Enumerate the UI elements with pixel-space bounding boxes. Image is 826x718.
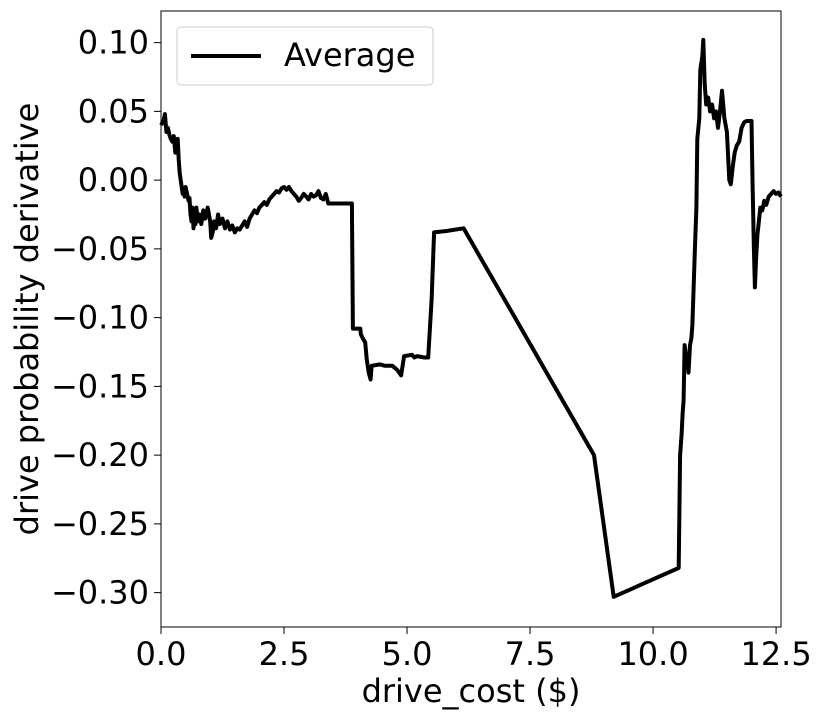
y-tick-label: −0.10 bbox=[51, 299, 149, 337]
y-tick-label: 0.10 bbox=[78, 24, 149, 62]
plot-frame bbox=[160, 10, 782, 628]
y-tick-label: 0.05 bbox=[78, 92, 149, 130]
y-tick-label: −0.20 bbox=[51, 436, 149, 474]
series-line-average bbox=[159, 37, 783, 599]
x-tick-label: 2.5 bbox=[259, 635, 310, 673]
x-tick-label: 7.5 bbox=[505, 635, 556, 673]
y-tick-label: 0.00 bbox=[78, 161, 149, 199]
x-tick-label: 0.0 bbox=[136, 635, 187, 673]
y-tick-label: −0.25 bbox=[51, 505, 149, 543]
x-axis-label: drive_cost ($) bbox=[362, 672, 581, 710]
y-tick-label: −0.15 bbox=[51, 367, 149, 405]
x-tick-label: 12.5 bbox=[740, 635, 811, 673]
legend-frame bbox=[176, 26, 434, 86]
plot-lines bbox=[159, 37, 783, 599]
x-axis: 0.0 2.5 5.0 7.5 10.0 12.5 bbox=[136, 627, 812, 673]
legend-label-average: Average bbox=[284, 36, 415, 74]
legend: Average bbox=[176, 26, 434, 86]
x-tick-label: 5.0 bbox=[382, 635, 433, 673]
y-axis-label: drive probability derivative bbox=[8, 103, 46, 536]
y-tick-label: −0.05 bbox=[51, 230, 149, 268]
y-tick-label: −0.30 bbox=[51, 574, 149, 612]
y-axis: 0.10 0.05 0.00 −0.05 −0.10 −0.15 −0.20 −0.25 −0.… bbox=[51, 24, 161, 612]
x-tick-label: 10.0 bbox=[617, 635, 688, 673]
